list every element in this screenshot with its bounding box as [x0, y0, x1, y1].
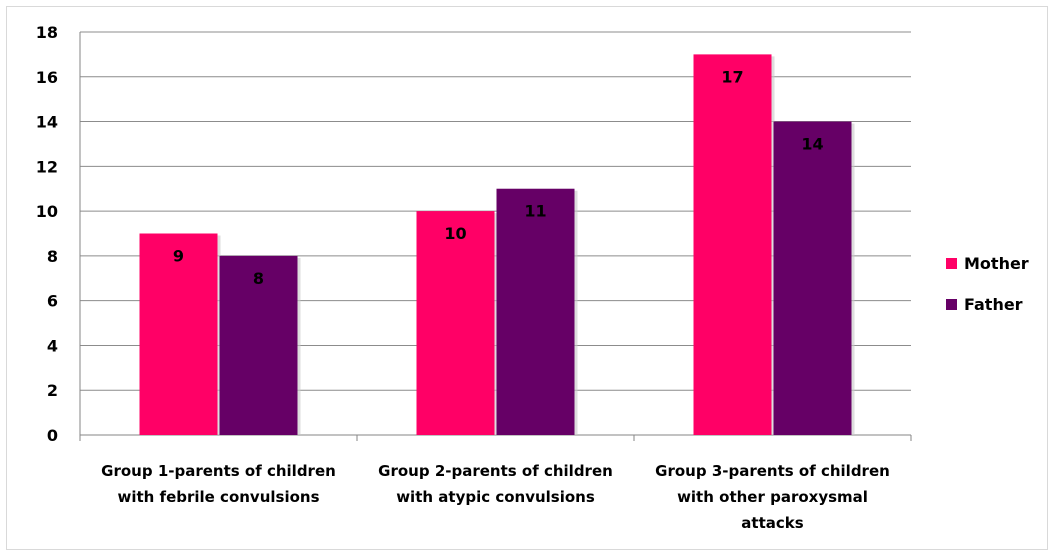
data-label: 14 — [801, 135, 823, 154]
bar-mother — [693, 54, 772, 436]
y-tick-label: 14 — [36, 113, 58, 132]
x-category-label: Group 1-parents of children — [101, 462, 336, 480]
x-category-label: with febrile convulsions — [117, 488, 319, 506]
x-category-label: Group 2-parents of children — [378, 462, 613, 480]
legend-label-father: Father — [964, 295, 1023, 314]
bar-mother — [416, 211, 495, 435]
y-tick-label: 8 — [47, 247, 58, 266]
y-tick-label: 10 — [36, 202, 58, 221]
y-tick-label: 16 — [36, 68, 58, 87]
y-tick-label: 6 — [47, 292, 58, 311]
y-tick-label: 2 — [47, 381, 58, 400]
y-tick-label: 18 — [36, 23, 58, 42]
y-tick-label: 12 — [36, 157, 58, 176]
data-label: 11 — [524, 202, 546, 221]
bar-father — [219, 255, 298, 435]
legend-swatch-mother — [946, 258, 957, 269]
y-tick-label: 0 — [47, 426, 58, 445]
x-category-label: Group 3-parents of children — [655, 462, 890, 480]
x-category-label: with atypic convulsions — [396, 488, 595, 506]
data-label: 10 — [444, 224, 466, 243]
x-category-label: with other paroxysmal — [677, 488, 868, 506]
x-category-label: attacks — [741, 514, 803, 532]
bar-father — [496, 188, 575, 435]
data-label: 17 — [721, 67, 743, 86]
bar-mother — [139, 233, 218, 435]
bar-father — [773, 121, 852, 436]
y-tick-label: 4 — [47, 336, 58, 355]
legend-swatch-father — [946, 299, 957, 310]
data-label: 9 — [173, 247, 184, 266]
legend-label-mother: Mother — [964, 254, 1029, 273]
data-label: 8 — [253, 269, 264, 288]
